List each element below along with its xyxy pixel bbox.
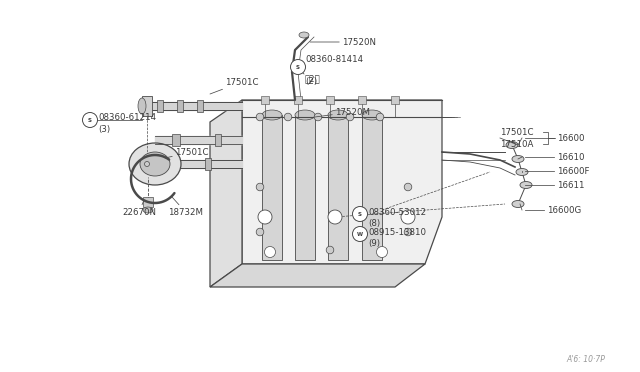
- Bar: [295, 115, 315, 260]
- Ellipse shape: [506, 141, 518, 148]
- Circle shape: [376, 247, 387, 257]
- Circle shape: [83, 112, 97, 128]
- Circle shape: [291, 60, 305, 74]
- Text: 08360-53012: 08360-53012: [368, 208, 426, 217]
- Text: 16611: 16611: [557, 180, 584, 189]
- Bar: [358, 96, 366, 104]
- Circle shape: [404, 228, 412, 236]
- Ellipse shape: [138, 98, 146, 114]
- Bar: [326, 96, 334, 104]
- Text: (9): (9): [368, 238, 380, 247]
- Text: A'6: 10·7P: A'6: 10·7P: [566, 355, 605, 364]
- Text: 17501C: 17501C: [500, 128, 534, 137]
- Bar: [328, 115, 348, 260]
- Text: 16600F: 16600F: [557, 167, 589, 176]
- Circle shape: [401, 210, 415, 224]
- Text: S: S: [358, 212, 362, 217]
- Text: 16600G: 16600G: [547, 205, 581, 215]
- Ellipse shape: [140, 152, 170, 176]
- Circle shape: [264, 247, 275, 257]
- Circle shape: [314, 113, 322, 121]
- Ellipse shape: [516, 169, 528, 176]
- Ellipse shape: [362, 110, 382, 120]
- Text: (2): (2): [305, 77, 317, 86]
- Polygon shape: [210, 100, 242, 287]
- Bar: [294, 96, 302, 104]
- Ellipse shape: [512, 155, 524, 163]
- Bar: [157, 100, 163, 112]
- Text: 17510A: 17510A: [500, 140, 533, 148]
- Bar: [391, 96, 399, 104]
- Circle shape: [353, 227, 367, 241]
- Ellipse shape: [143, 207, 153, 213]
- Text: S: S: [88, 118, 92, 122]
- Bar: [143, 197, 153, 207]
- Circle shape: [328, 210, 342, 224]
- Text: 08360-61214: 08360-61214: [98, 112, 156, 122]
- Bar: [177, 100, 183, 112]
- Circle shape: [346, 113, 354, 121]
- Ellipse shape: [145, 161, 150, 167]
- Circle shape: [284, 113, 292, 121]
- Bar: [205, 158, 211, 170]
- Text: 08360-81414: 08360-81414: [305, 55, 363, 64]
- Circle shape: [353, 206, 367, 221]
- Ellipse shape: [328, 110, 348, 120]
- Text: 17520N: 17520N: [310, 38, 376, 46]
- Text: 22670N: 22670N: [122, 200, 156, 217]
- Ellipse shape: [295, 110, 315, 120]
- Bar: [215, 134, 221, 146]
- Text: 17501C: 17501C: [210, 77, 259, 94]
- Text: (3): (3): [98, 125, 110, 134]
- Bar: [362, 115, 382, 260]
- Text: 16610: 16610: [557, 153, 584, 161]
- Circle shape: [326, 246, 334, 254]
- Polygon shape: [210, 264, 425, 287]
- Text: 16600: 16600: [557, 134, 584, 142]
- Ellipse shape: [299, 32, 309, 38]
- Bar: [172, 134, 180, 146]
- Circle shape: [256, 183, 264, 191]
- Circle shape: [376, 113, 384, 121]
- Polygon shape: [242, 100, 442, 264]
- Ellipse shape: [520, 182, 532, 189]
- Text: 08915-13810: 08915-13810: [368, 228, 426, 237]
- Bar: [142, 96, 152, 116]
- Ellipse shape: [129, 143, 181, 185]
- Text: 。2）: 。2）: [305, 74, 321, 83]
- Text: 17520M: 17520M: [315, 108, 370, 117]
- Ellipse shape: [512, 201, 524, 208]
- Text: 18732M: 18732M: [168, 197, 203, 217]
- Text: 17501C: 17501C: [165, 148, 209, 158]
- Circle shape: [404, 183, 412, 191]
- Circle shape: [256, 228, 264, 236]
- Bar: [197, 100, 203, 112]
- Text: S: S: [296, 64, 300, 70]
- Text: (8): (8): [368, 218, 380, 228]
- Circle shape: [256, 113, 264, 121]
- Circle shape: [258, 210, 272, 224]
- Ellipse shape: [262, 110, 282, 120]
- Bar: [261, 96, 269, 104]
- Bar: [262, 115, 282, 260]
- Text: W: W: [357, 231, 363, 237]
